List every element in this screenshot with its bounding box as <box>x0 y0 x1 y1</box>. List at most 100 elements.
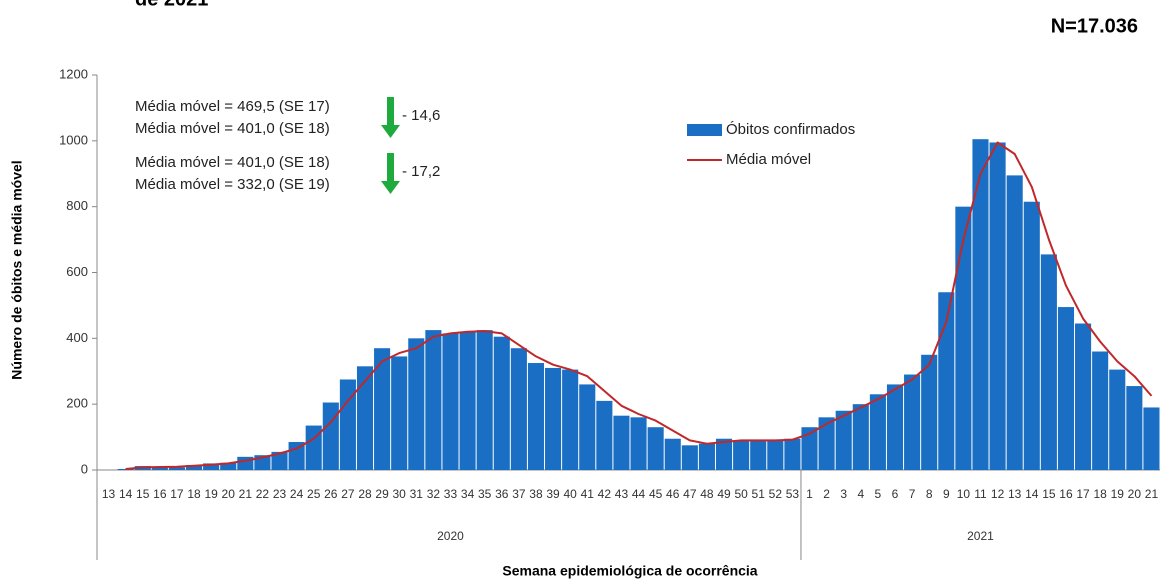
x-tick-label: 35 <box>478 487 492 501</box>
x-tick-label: 18 <box>1093 487 1107 501</box>
bar <box>117 469 134 470</box>
bar <box>203 463 220 470</box>
x-tick-label: 51 <box>752 487 766 501</box>
x-tick-label: 15 <box>136 487 150 501</box>
x-tick-label: 42 <box>598 487 612 501</box>
bar <box>938 292 955 470</box>
x-tick-label: 18 <box>187 487 201 501</box>
x-tick-label: 32 <box>427 487 441 501</box>
x-tick-label: 14 <box>119 487 133 501</box>
x-tick-label: 40 <box>563 487 577 501</box>
bar <box>818 417 835 470</box>
x-tick-label: 46 <box>666 487 680 501</box>
bar <box>1040 254 1057 470</box>
bar <box>339 379 356 470</box>
bar <box>921 354 938 470</box>
year-label: 2020 <box>437 529 464 543</box>
bar <box>801 427 818 470</box>
x-tick-label: 39 <box>546 487 560 501</box>
bar <box>168 467 185 470</box>
bar <box>835 410 852 470</box>
x-tick-label: 9 <box>943 487 950 501</box>
line <box>125 141 1153 470</box>
x-tick-label: 20 <box>1128 487 1142 501</box>
annotation: Média móvel = 401,0 (SE 18) <box>135 120 330 137</box>
x-tick-label: 7 <box>909 487 916 501</box>
bar <box>904 374 921 470</box>
bar <box>442 333 459 470</box>
y-tick-label: 0 <box>81 461 88 476</box>
bar <box>972 139 989 470</box>
x-tick-label: 23 <box>273 487 287 501</box>
chart-subtitle: N=17.036 <box>1051 15 1138 37</box>
bar <box>527 363 545 470</box>
bar <box>1092 351 1109 470</box>
x-tick-label: 13 <box>1008 487 1022 501</box>
x-tick-label: 48 <box>700 487 714 501</box>
x-tick-label: 2 <box>823 487 830 501</box>
bar <box>356 366 374 470</box>
x-tick-label: 14 <box>1025 487 1039 501</box>
x-tick-label: 33 <box>444 487 458 501</box>
x-tick-label: 10 <box>957 487 971 501</box>
bar <box>271 451 288 470</box>
y-tick-label: 1000 <box>59 132 88 147</box>
y-tick-label: 800 <box>66 198 88 213</box>
down-arrow <box>381 97 400 138</box>
x-tick-label: 22 <box>256 487 270 501</box>
bar <box>562 369 579 470</box>
x-tick-label: 53 <box>786 487 800 501</box>
x-tick-label: 3 <box>840 487 847 501</box>
x-tick-label: 21 <box>1145 487 1159 501</box>
x-tick-label: 37 <box>512 487 526 501</box>
x-tick-label: 15 <box>1042 487 1056 501</box>
x-tick-label: 16 <box>1059 487 1073 501</box>
x-tick-label: 25 <box>307 487 321 501</box>
x-tick-label: 50 <box>734 487 748 501</box>
x-tick-label: 17 <box>170 487 184 501</box>
x-tick-label: 12 <box>991 487 1005 501</box>
bar <box>681 445 698 470</box>
bar <box>664 438 681 470</box>
x-tick-label: 19 <box>1111 487 1125 501</box>
bar <box>733 440 750 470</box>
bar <box>1126 386 1143 470</box>
bar <box>1143 407 1160 470</box>
bar <box>767 440 784 470</box>
legend-label: Óbitos confirmados <box>726 121 855 138</box>
bar <box>305 425 322 470</box>
bar <box>459 331 476 470</box>
x-tick-label: 44 <box>632 487 646 501</box>
bar <box>391 356 408 470</box>
y-axis-title: Número de óbitos e média móvel <box>9 160 25 379</box>
bar <box>1023 201 1040 470</box>
x-tick-label: 27 <box>341 487 355 501</box>
bar <box>647 427 664 470</box>
legend-label: Média móvel <box>726 151 811 168</box>
bar <box>322 402 339 470</box>
bar <box>510 348 527 470</box>
bar <box>1006 175 1023 471</box>
x-tick-label: 17 <box>1076 487 1090 501</box>
x-tick-label: 45 <box>649 487 663 501</box>
bar <box>1109 369 1126 470</box>
x-tick-label: 34 <box>461 487 475 501</box>
bar <box>852 404 869 470</box>
x-tick-label: 21 <box>239 487 253 501</box>
x-axis-title: Semana epidemiológica de ocorrência <box>502 563 757 579</box>
x-tick-label: 6 <box>892 487 899 501</box>
bar <box>476 330 493 470</box>
bar <box>408 338 425 470</box>
down-arrow <box>381 153 400 194</box>
annotation: Média móvel = 332,0 (SE 19) <box>135 176 330 193</box>
bar <box>493 336 510 470</box>
y-tick-label: 600 <box>66 264 88 279</box>
bar <box>596 400 613 470</box>
bar <box>989 142 1006 470</box>
x-tick-label: 13 <box>102 487 116 501</box>
x-tick-label: 26 <box>324 487 338 501</box>
x-tick-label: 47 <box>683 487 697 501</box>
x-tick-label: 41 <box>581 487 595 501</box>
